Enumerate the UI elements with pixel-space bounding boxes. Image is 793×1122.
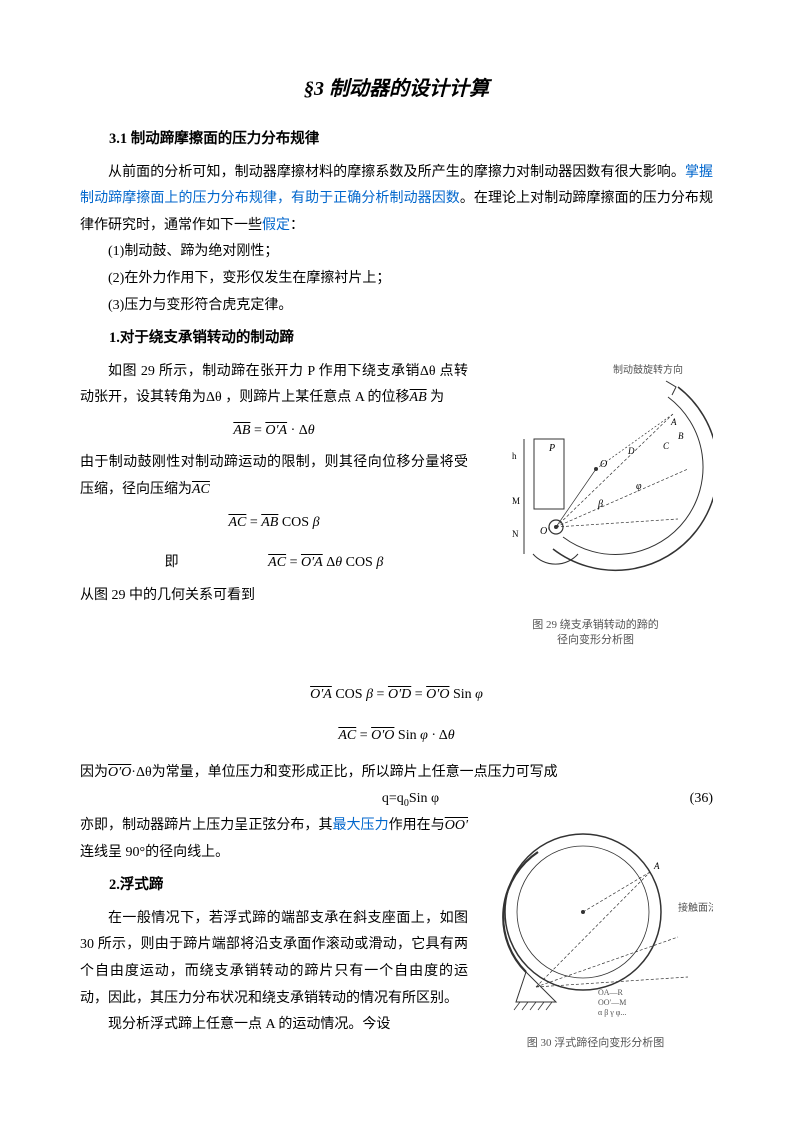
- assumption-2: (2)在外力作用下，变形仅发生在摩擦衬片上；: [80, 266, 713, 293]
- figure-29: 制动鼓旋转方向 O O′ A B C D φ: [478, 359, 713, 649]
- svg-text:h: h: [512, 451, 517, 461]
- svg-text:α β γ φ...: α β γ φ...: [598, 1008, 626, 1017]
- svg-text:O: O: [600, 459, 607, 470]
- svg-text:D: D: [627, 446, 635, 456]
- section-heading-3-1: 3.1 制动蹄摩擦面的压力分布规律: [80, 126, 713, 154]
- equation-5: AC = O′O Sin φ · Δθ: [80, 723, 713, 750]
- svg-text:N: N: [512, 529, 519, 539]
- subheading-1: 1.对于绕支承销转动的制动蹄: [80, 325, 713, 353]
- sub1-p4: 因为O′O·Δθ为常量，单位压力和变形成正比，所以蹄片上任意一点压力可写成: [80, 760, 713, 787]
- equation-4: O′A COS β = O′D = O′O Sin φ: [80, 682, 713, 709]
- equation-number-36: (36): [662, 786, 713, 813]
- svg-text:OA—R: OA—R: [598, 988, 624, 997]
- text-highlight-maxp: 最大压力: [333, 818, 389, 833]
- svg-text:P: P: [548, 443, 555, 454]
- svg-text:O′: O′: [540, 526, 550, 537]
- figure-30-caption: 图 30 浮式蹄径向变形分析图: [478, 1036, 713, 1051]
- svg-text:B: B: [678, 431, 684, 441]
- text: 从前面的分析可知，制动器摩擦材料的摩擦系数及所产生的摩擦力对制动器因数有很大影响…: [108, 165, 685, 180]
- svg-text:C: C: [663, 441, 670, 451]
- equation-6: q=q0Sin φ (36): [80, 786, 713, 813]
- assumption-3: (3)压力与变形符合虎克定律。: [80, 293, 713, 320]
- figure-29-caption: 图 29 绕支承销转动的蹄的 径向变形分析图: [478, 618, 713, 649]
- fig29-label-top: 制动鼓旋转方向: [613, 363, 683, 376]
- svg-text:OO′—M: OO′—M: [598, 998, 626, 1007]
- assumption-1: (1)制动鼓、蹄为绝对刚性；: [80, 239, 713, 266]
- svg-text:β: β: [597, 499, 603, 510]
- svg-text:接触面法线: 接触面法线: [678, 901, 713, 914]
- svg-text:A: A: [670, 417, 677, 427]
- figure-30-image: A 接触面法线 OA—R OO′—M α β γ φ...: [478, 817, 713, 1032]
- text-assumption: 假定: [262, 218, 290, 233]
- svg-text:φ: φ: [636, 481, 642, 492]
- figure-30: A 接触面法线 OA—R OO′—M α β γ φ... 图 30 浮式蹄径向…: [478, 817, 713, 1051]
- svg-text:A: A: [653, 861, 660, 871]
- figure-29-image: 制动鼓旋转方向 O O′ A B C D φ: [478, 359, 713, 614]
- chapter-title: §3 制动器的设计计算: [80, 70, 713, 108]
- svg-text:M: M: [512, 496, 520, 506]
- para-intro: 从前面的分析可知，制动器摩擦材料的摩擦系数及所产生的摩擦力对制动器因数有很大影响…: [80, 160, 713, 240]
- text: ：: [290, 218, 304, 233]
